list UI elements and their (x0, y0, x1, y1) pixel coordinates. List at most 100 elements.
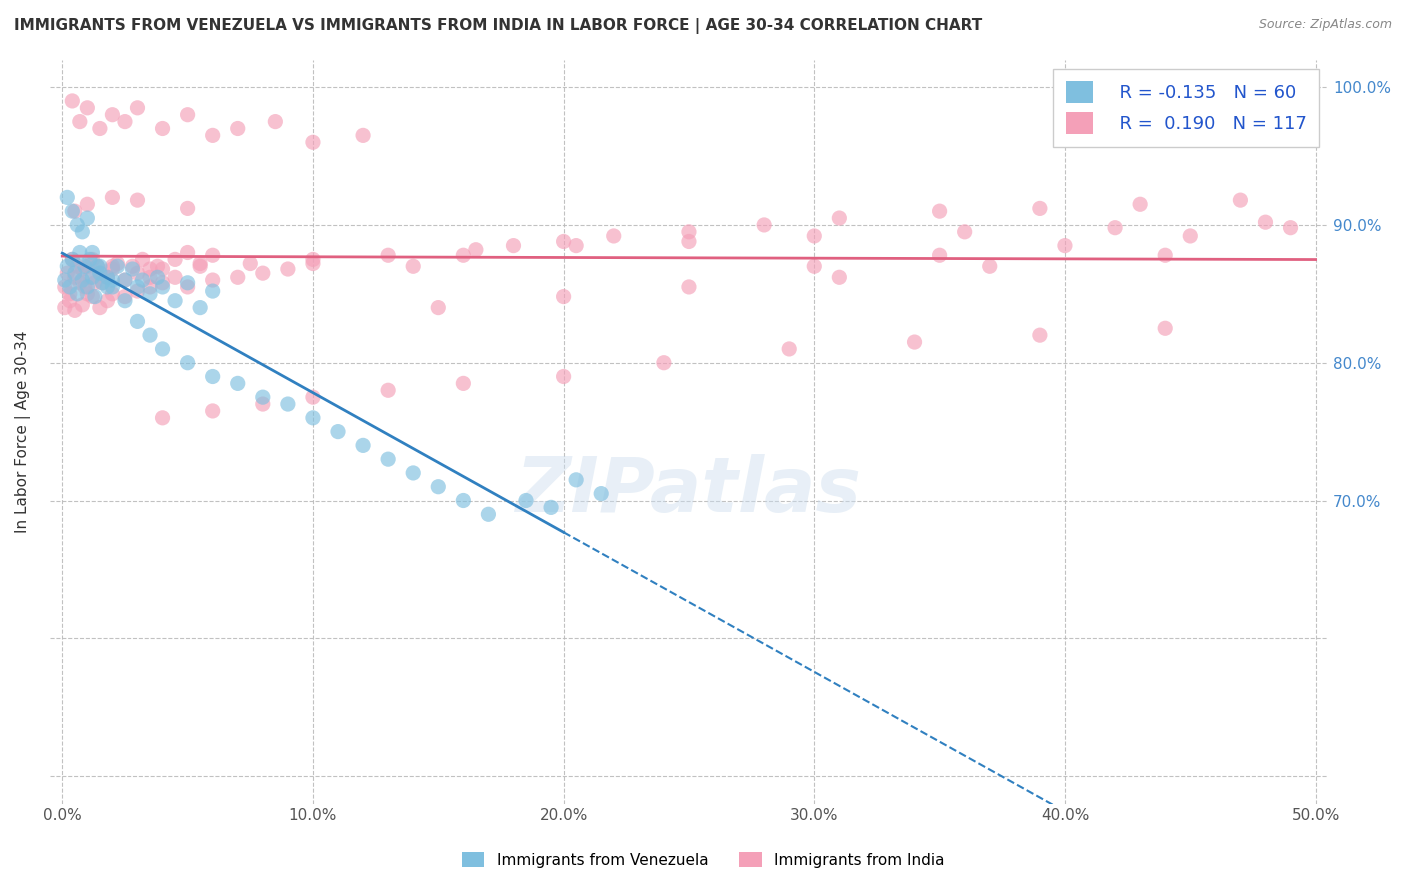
Point (63, 270, 86, 285)
Point (82, 270, 104, 285)
Point (107, 260, 129, 274)
Point (146, 270, 169, 285)
Point (176, 280, 198, 294)
Point (828, 211, 851, 225)
Point (127, 314, 149, 328)
Point (1180, 229, 1202, 244)
Point (226, 270, 249, 285)
Point (76, 197, 98, 211)
Point (377, 452, 399, 467)
Text: ZIPatlas: ZIPatlas (516, 454, 862, 528)
Point (79, 270, 101, 285)
Point (678, 225, 700, 239)
Point (59, 286, 82, 301)
Point (63, 204, 86, 219)
Point (121, 262, 143, 277)
Point (73, 260, 96, 274)
Point (114, 289, 136, 303)
Point (82, 252, 104, 267)
Point (89, 266, 111, 280)
Point (152, 410, 174, 425)
Point (53, 280, 76, 294)
Point (53, 273, 76, 287)
Point (72, 273, 94, 287)
Point (302, 390, 325, 404)
Point (165, 252, 187, 267)
Point (127, 284, 149, 298)
Point (402, 260, 425, 274)
Point (515, 493, 537, 508)
Point (59, 280, 82, 294)
Point (953, 225, 976, 239)
Point (553, 289, 575, 303)
Point (1229, 193, 1251, 207)
Point (176, 276, 198, 290)
Point (226, 121, 249, 136)
Point (377, 384, 399, 398)
Point (89, 260, 111, 274)
Point (979, 260, 1001, 274)
Point (101, 260, 124, 274)
Point (553, 369, 575, 384)
Point (752, 218, 775, 232)
Point (201, 369, 224, 384)
Point (89, 266, 111, 280)
Point (201, 128, 224, 143)
Point (176, 356, 198, 370)
Point (152, 276, 174, 290)
Point (76, 260, 98, 274)
Point (131, 273, 153, 287)
Point (188, 256, 211, 270)
Point (139, 328, 162, 343)
Point (114, 273, 136, 287)
Point (79, 252, 101, 267)
Text: Source: ZipAtlas.com: Source: ZipAtlas.com (1258, 18, 1392, 31)
Point (302, 410, 325, 425)
Point (502, 238, 524, 252)
Point (76, 280, 98, 294)
Point (96, 280, 118, 294)
Point (139, 262, 162, 277)
Point (127, 101, 149, 115)
Point (60, 94, 83, 108)
Point (69, 276, 91, 290)
Point (201, 273, 224, 287)
Point (83, 289, 105, 303)
Point (60, 252, 83, 267)
Point (377, 248, 399, 262)
Point (565, 238, 588, 252)
Point (101, 286, 124, 301)
Point (201, 404, 224, 418)
Point (60, 204, 83, 219)
Point (139, 280, 162, 294)
Point (139, 286, 162, 301)
Point (264, 114, 287, 128)
Point (56, 260, 79, 274)
Point (96, 270, 118, 285)
Point (69, 114, 91, 128)
Point (1104, 220, 1126, 235)
Point (1029, 202, 1052, 216)
Point (1129, 197, 1152, 211)
Point (60, 252, 83, 267)
Point (201, 284, 224, 298)
Point (101, 273, 124, 287)
Point (277, 397, 299, 411)
Point (565, 473, 588, 487)
Point (121, 260, 143, 274)
Point (89, 301, 111, 315)
Point (66, 286, 89, 301)
Point (453, 493, 475, 508)
Point (131, 252, 153, 267)
Point (127, 193, 149, 207)
Point (477, 508, 499, 522)
Point (402, 466, 425, 480)
Point (114, 293, 136, 308)
Point (302, 252, 325, 267)
Text: IMMIGRANTS FROM VENEZUELA VS IMMIGRANTS FROM INDIA IN LABOR FORCE | AGE 30-34 CO: IMMIGRANTS FROM VENEZUELA VS IMMIGRANTS … (14, 18, 983, 34)
Point (59, 293, 82, 308)
Point (1154, 248, 1177, 262)
Point (226, 376, 249, 391)
Point (302, 256, 325, 270)
Point (72, 225, 94, 239)
